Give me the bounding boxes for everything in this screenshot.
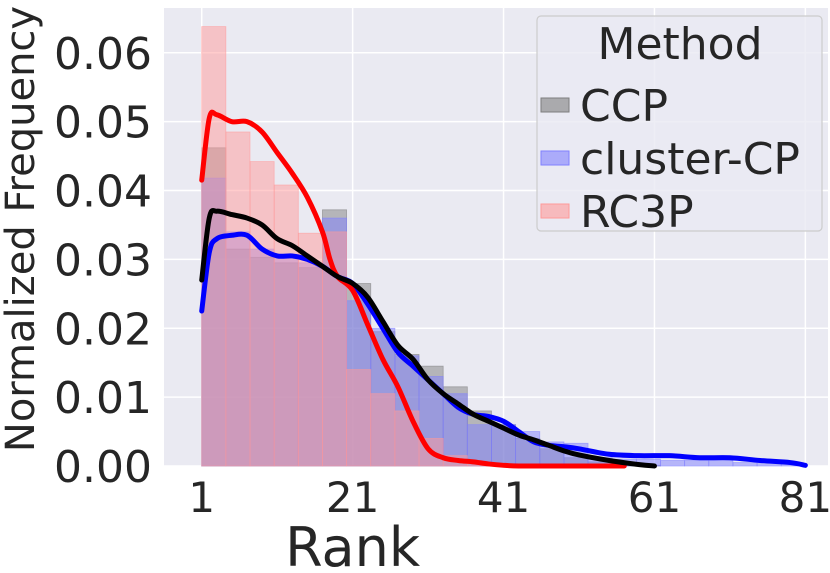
x-tick-label: 1 — [188, 473, 215, 522]
y-axis-label: Normalized Frequency — [0, 6, 44, 452]
y-tick-label: 0.06 — [54, 29, 152, 80]
hist-bar — [273, 184, 299, 467]
kde-line-CCP — [199, 208, 657, 469]
legend-label: RC3P — [580, 187, 694, 238]
legend-swatch — [540, 150, 570, 166]
kde-lines — [199, 109, 808, 469]
kde-line-RC3P — [199, 109, 627, 469]
hist-bar — [660, 460, 686, 467]
legend-swatch — [540, 97, 570, 113]
legend-swatch — [540, 203, 570, 219]
y-tick-label: 0.02 — [54, 304, 152, 355]
histogram-bars — [201, 26, 806, 467]
hist-bar — [346, 369, 372, 467]
hist-bar — [370, 393, 396, 467]
hist-bar — [394, 410, 420, 467]
y-tick-label: 0.05 — [54, 98, 152, 149]
x-tick-label: 21 — [326, 473, 379, 522]
legend-label: cluster-CP — [580, 134, 800, 185]
hist-bar — [225, 131, 251, 467]
hist-RC3P — [201, 26, 541, 467]
legend-label: CCP — [580, 81, 668, 132]
y-tick-label: 0.03 — [54, 235, 152, 286]
legend-title: Method — [597, 19, 762, 70]
x-axis-label: Rank — [285, 516, 421, 569]
hist-bar — [708, 460, 734, 467]
x-tick-label: 61 — [628, 473, 681, 522]
hist-bar — [297, 232, 323, 467]
hist-bar — [466, 424, 492, 467]
y-tick-label: 0.04 — [54, 167, 152, 218]
hist-bar — [732, 462, 758, 467]
x-tick-label: 81 — [779, 473, 830, 522]
hist-bar — [249, 161, 275, 467]
legend-box — [536, 15, 823, 232]
y-tick-label: 0.01 — [54, 373, 152, 424]
y-tick-label: 0.00 — [54, 442, 152, 493]
x-tick-labels: 1 21 41 61 81 — [188, 473, 830, 522]
y-tick-labels: 0.00 0.01 0.02 0.03 0.04 0.05 0.06 — [54, 29, 152, 493]
hist-bar — [684, 460, 710, 467]
x-tick-label: 41 — [477, 473, 530, 522]
